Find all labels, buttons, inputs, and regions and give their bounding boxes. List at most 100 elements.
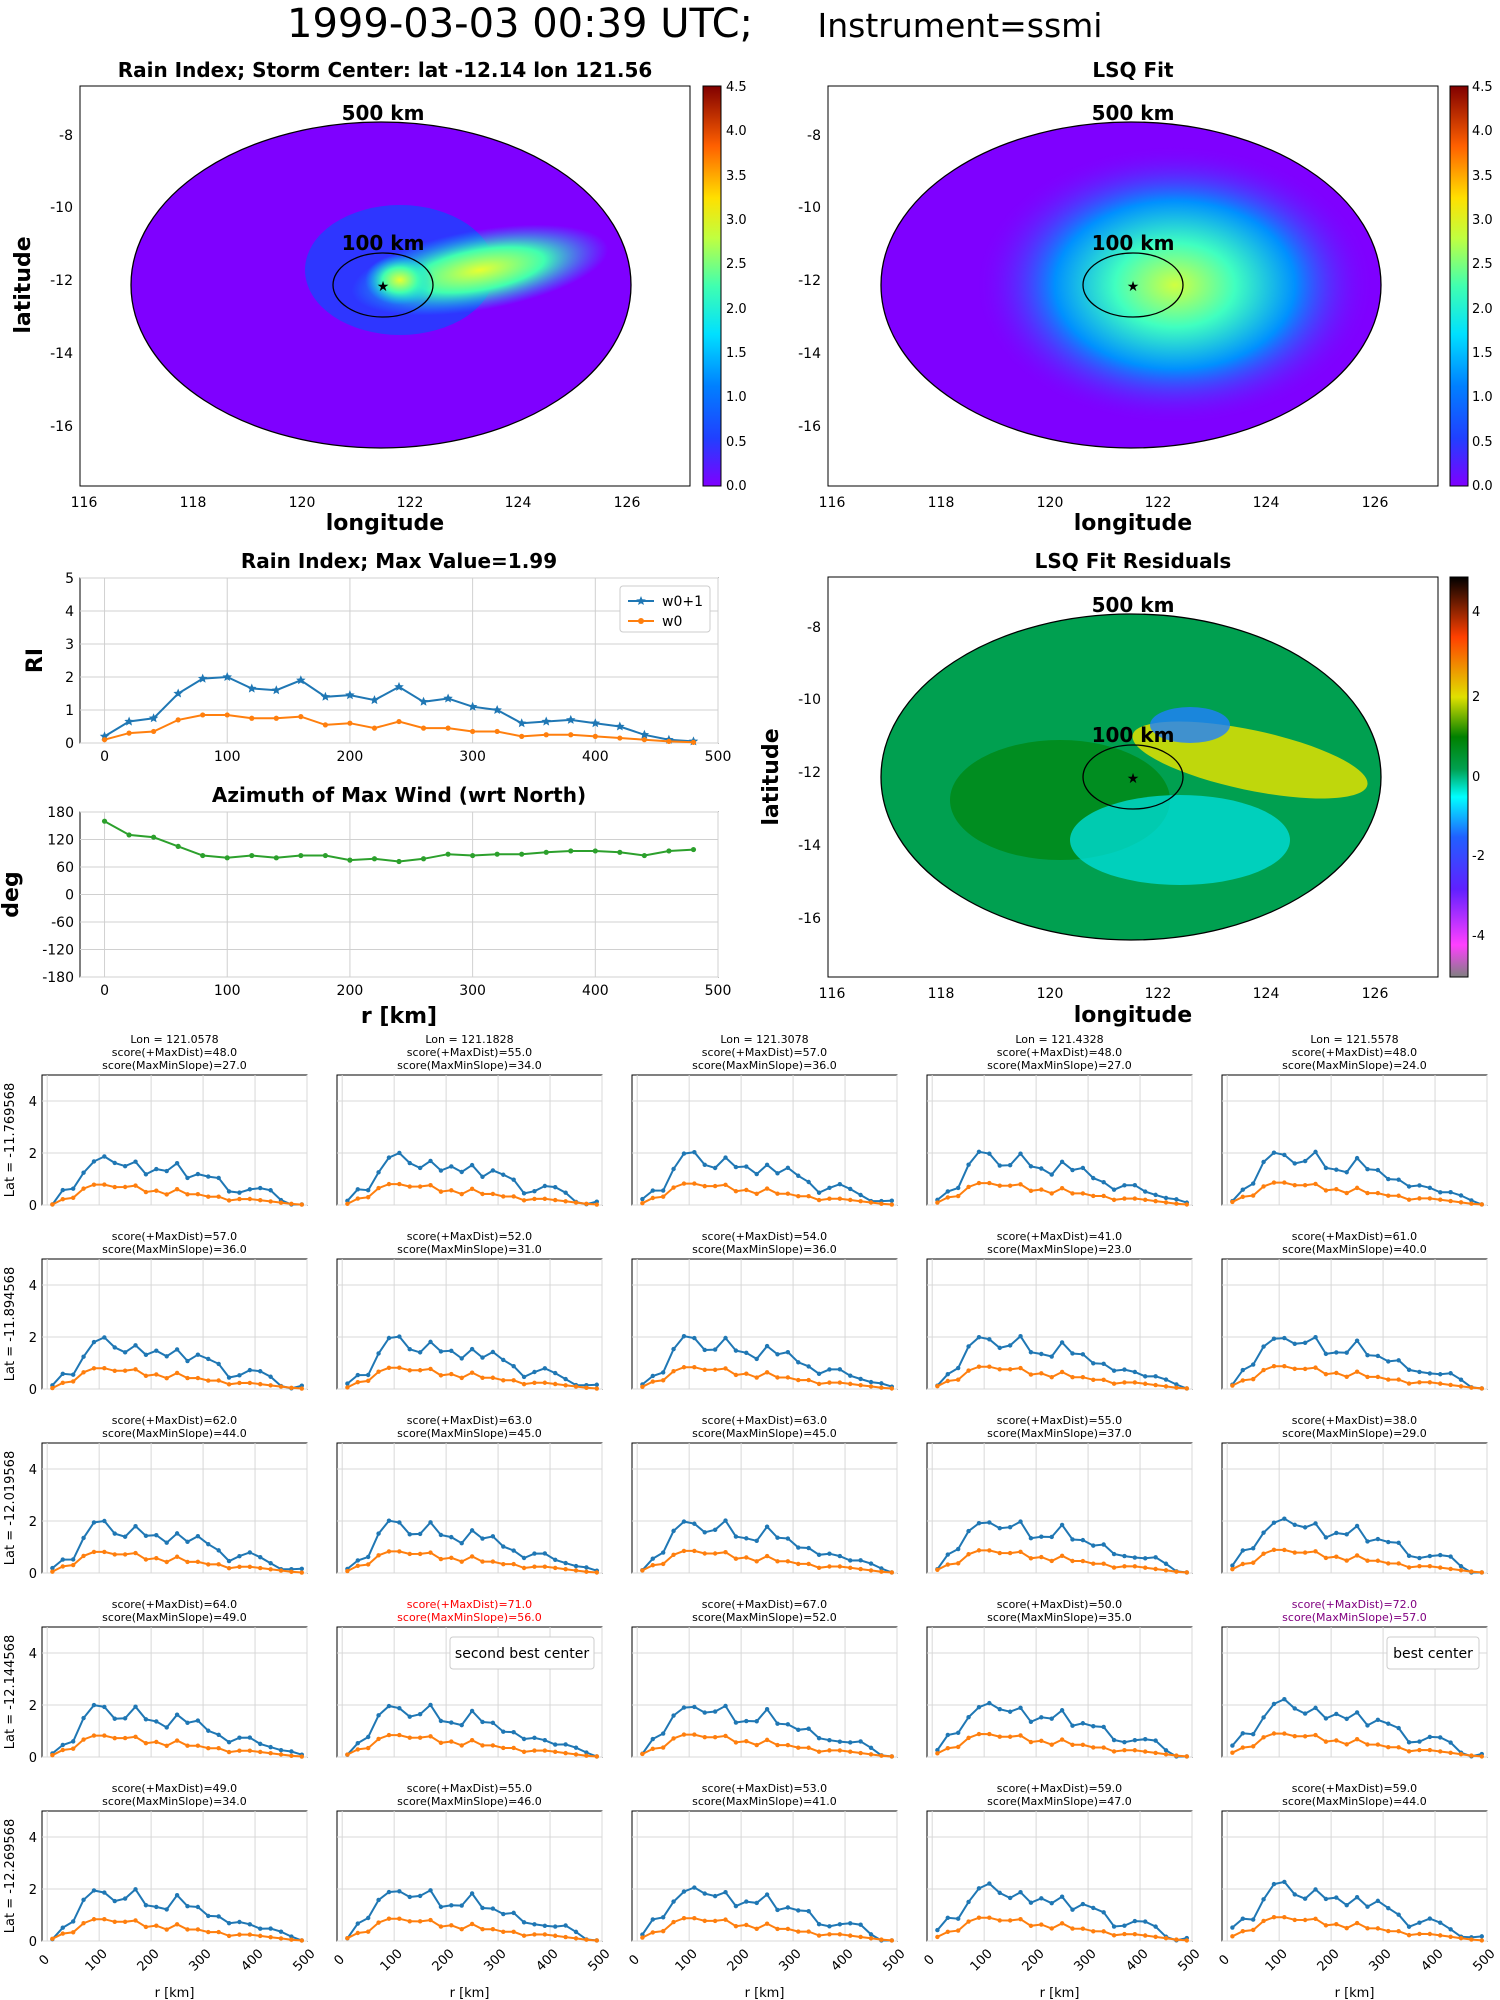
grid-point — [796, 1377, 801, 1383]
grid-point — [1059, 1708, 1065, 1713]
grid-point — [723, 1182, 728, 1187]
grid-point — [247, 1187, 253, 1192]
grid-point — [671, 1899, 676, 1904]
x-tick-label: 300 — [459, 749, 486, 765]
grid-point — [1271, 1547, 1277, 1553]
grid-point — [102, 1733, 107, 1738]
svg-text:2: 2 — [1472, 690, 1480, 705]
grid-point — [553, 1557, 558, 1562]
grid-score-slope: score(MaxMinSlope)=56.0 — [397, 1611, 542, 1624]
grid-point — [733, 1372, 739, 1378]
grid-point — [1282, 1335, 1287, 1341]
grid-point — [1080, 1901, 1086, 1907]
grid-point — [997, 1734, 1002, 1739]
grid-point — [438, 1168, 444, 1173]
grid-point — [594, 1938, 600, 1943]
grid-point — [365, 1188, 371, 1193]
grid-point — [1406, 1184, 1412, 1189]
grid-point — [650, 1930, 655, 1935]
grid-point — [858, 1192, 863, 1198]
grid-point — [1406, 1924, 1412, 1929]
grid-point — [102, 1335, 107, 1340]
grid-point — [733, 1923, 739, 1929]
grid-point — [1059, 1186, 1065, 1191]
grid-point — [469, 1738, 475, 1743]
grid-point — [299, 1202, 305, 1207]
grid-point — [1018, 1182, 1023, 1187]
grid-point — [754, 1559, 759, 1564]
grid-point — [1323, 1535, 1329, 1540]
grid-point — [206, 1174, 211, 1179]
grid-point — [226, 1920, 232, 1926]
grid-point — [480, 1927, 485, 1932]
grid-point — [584, 1569, 589, 1574]
grid-score-maxdist: score(+MaxDist)=48.0 — [997, 1046, 1122, 1059]
grid-point — [1438, 1381, 1443, 1386]
grid-point — [764, 1370, 770, 1375]
grid-point — [1344, 1742, 1349, 1747]
grid-point — [438, 1924, 444, 1929]
grid-point — [1282, 1364, 1287, 1369]
grid-point — [868, 1745, 874, 1751]
grid-point — [945, 1915, 950, 1920]
grid-point — [1375, 1742, 1381, 1747]
grid-point — [754, 1926, 759, 1932]
grid-point — [278, 1200, 284, 1205]
data-point — [298, 714, 304, 720]
grid-point — [1375, 1558, 1381, 1563]
grid-point — [143, 1533, 149, 1538]
grid-point — [1250, 1181, 1256, 1186]
resid-map-500km-label: 500 km — [1092, 593, 1175, 617]
svg-text:-8: -8 — [807, 128, 821, 144]
grid-point — [1313, 1521, 1318, 1526]
grid-point — [1091, 1377, 1096, 1383]
data-point — [101, 818, 108, 824]
grid-point — [459, 1743, 464, 1748]
grid-point — [1240, 1378, 1245, 1383]
grid-point — [816, 1921, 822, 1927]
grid-point — [490, 1168, 496, 1173]
grid-point — [584, 1750, 589, 1755]
grid-point — [268, 1374, 273, 1379]
resid-map-100km-circle — [1082, 744, 1184, 810]
grid-point — [407, 1368, 412, 1373]
grid-point — [1261, 1715, 1266, 1720]
grid-point — [1230, 1199, 1235, 1205]
grid-point — [660, 1550, 666, 1555]
grid-score-maxdist: score(+MaxDist)=62.0 — [112, 1414, 237, 1427]
grid-point — [681, 1732, 687, 1737]
grid-point — [428, 1917, 433, 1923]
grid-point — [692, 1365, 697, 1370]
grid-point — [216, 1914, 221, 1919]
grid-point — [258, 1933, 263, 1939]
grid-score-maxdist: score(+MaxDist)=55.0 — [407, 1046, 532, 1059]
grid-point — [1417, 1555, 1422, 1561]
grid-point — [837, 1553, 843, 1559]
grid-point — [966, 1735, 971, 1741]
grid-point — [299, 1386, 305, 1391]
grid-point — [143, 1741, 149, 1746]
data-point — [151, 834, 157, 840]
grid-point — [102, 1154, 107, 1159]
svg-text:-4: -4 — [1472, 929, 1485, 944]
grid-point — [1406, 1553, 1412, 1559]
svg-text:122: 122 — [1145, 495, 1172, 511]
x-tick-label: 0 — [626, 1952, 642, 1968]
grid-point — [837, 1380, 843, 1385]
grid-point — [1344, 1903, 1349, 1908]
grid-point — [1122, 1923, 1127, 1928]
grid-point — [1406, 1740, 1412, 1745]
grid-point — [216, 1929, 221, 1935]
grid-point — [289, 1201, 294, 1207]
grid-point — [195, 1352, 201, 1357]
grid-point — [1039, 1896, 1044, 1901]
grid-point — [1240, 1916, 1245, 1921]
grid-point — [216, 1194, 221, 1199]
grid-point — [1132, 1564, 1138, 1569]
grid-point — [1122, 1553, 1127, 1559]
grid-point — [1282, 1696, 1287, 1702]
svg-text:-12: -12 — [50, 273, 73, 289]
grid-point — [195, 1718, 201, 1723]
grid-point — [1375, 1717, 1381, 1723]
grid-point — [1007, 1367, 1013, 1372]
